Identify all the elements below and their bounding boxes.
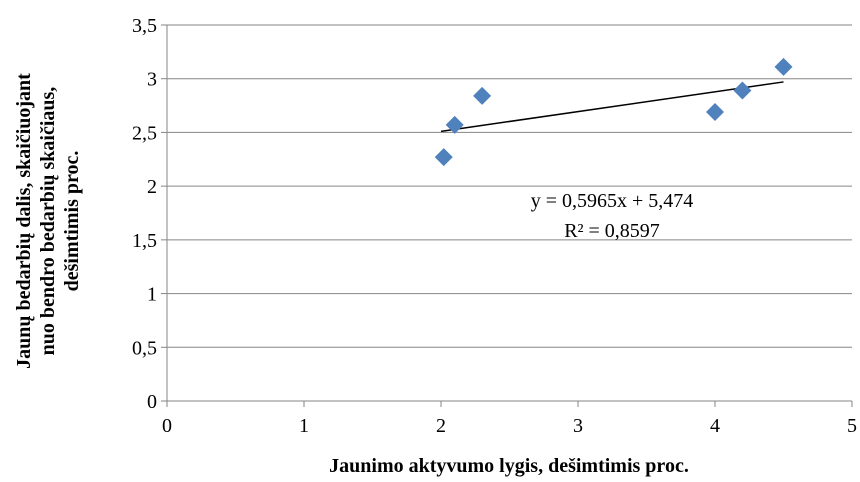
x-tick-labels: 0 1 2 3 4 5 — [162, 415, 857, 437]
y-tick-labels: 0 0,5 1 1,5 2 2,5 3 3,5 — [132, 15, 157, 413]
data-point-0 — [434, 148, 453, 167]
trendline-r-squared: R² = 0,8597 — [564, 220, 660, 242]
data-point-2 — [473, 86, 492, 105]
data-point-5 — [774, 57, 793, 76]
x-tick-label-5: 5 — [847, 415, 857, 437]
y-axis-title-line-3: dešimtimis proc. — [61, 151, 83, 292]
data-point-3 — [706, 103, 724, 122]
gridlines — [167, 24, 852, 348]
x-axis-title: Jaunimo aktyvumo lygis, dešimtimis proc. — [329, 455, 689, 477]
axes — [161, 24, 853, 407]
trendline — [440, 81, 784, 133]
y-tick-label-1: 0,5 — [132, 337, 157, 359]
data-point-1 — [445, 115, 464, 134]
trendline-group — [440, 81, 784, 133]
x-tick-label-2: 2 — [436, 415, 446, 437]
data-points — [434, 57, 793, 167]
data-point-4 — [733, 81, 752, 100]
y-tick-label-7: 3,5 — [132, 15, 157, 37]
x-tick-label-3: 3 — [573, 415, 583, 437]
y-tick-label-2: 1 — [147, 284, 157, 306]
y-tick-label-6: 3 — [147, 69, 157, 91]
y-tick-label-5: 2,5 — [132, 122, 157, 144]
y-tick-label-3: 1,5 — [132, 230, 157, 252]
trendline-equation: y = 0,5965x + 5,474 — [531, 190, 694, 212]
x-tick-label-0: 0 — [162, 415, 172, 437]
y-axis-title: Jaunų bedarbių dalis, skaičiuojant nuo b… — [13, 73, 83, 369]
y-axis-title-line-1: Jaunų bedarbių dalis, skaičiuojant — [13, 73, 35, 369]
y-tick-label-4: 2 — [147, 176, 157, 198]
y-axis-title-line-2: nuo bendro bedarbių skaičiaus, — [37, 87, 59, 356]
x-tick-label-4: 4 — [710, 415, 720, 437]
x-tick-label-1: 1 — [299, 415, 309, 437]
y-tick-label-0: 0 — [147, 391, 157, 413]
